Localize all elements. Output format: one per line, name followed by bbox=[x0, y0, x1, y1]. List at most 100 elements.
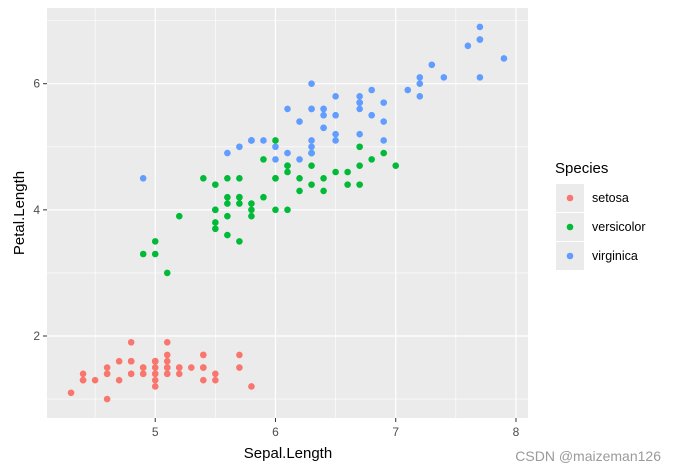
data-point-virginica bbox=[272, 156, 279, 163]
data-point-versicolor bbox=[139, 250, 147, 258]
y-tick-labels: 2 4 6 bbox=[33, 77, 40, 343]
data-point-setosa bbox=[67, 389, 75, 397]
data-point-virginica bbox=[368, 86, 375, 94]
data-point-virginica bbox=[332, 93, 339, 100]
data-point-virginica bbox=[404, 86, 412, 94]
data-point-versicolor bbox=[163, 269, 171, 277]
data-point-setosa bbox=[127, 357, 135, 365]
data-point-virginica bbox=[308, 137, 315, 144]
data-point-virginica bbox=[476, 23, 484, 31]
data-point-versicolor bbox=[272, 206, 279, 214]
data-point-versicolor bbox=[224, 212, 231, 220]
data-point-versicolor bbox=[320, 187, 327, 195]
data-point-virginica bbox=[356, 99, 363, 106]
data-point-versicolor bbox=[296, 187, 303, 195]
y-axis-title: Petal.Length bbox=[11, 171, 28, 255]
axis-ticks bbox=[43, 83, 517, 422]
data-point-setosa bbox=[127, 339, 135, 346]
data-point-virginica bbox=[320, 111, 327, 119]
data-point-setosa bbox=[212, 370, 219, 378]
data-point-virginica bbox=[368, 111, 375, 119]
data-point-versicolor bbox=[260, 193, 267, 201]
data-point-virginica bbox=[356, 130, 363, 138]
data-point-virginica bbox=[380, 99, 388, 106]
data-point-virginica bbox=[320, 124, 327, 132]
data-point-versicolor bbox=[380, 149, 388, 157]
data-point-versicolor bbox=[175, 212, 183, 220]
data-point-virginica bbox=[356, 93, 363, 100]
data-point-versicolor bbox=[368, 156, 375, 163]
data-point-versicolor bbox=[284, 162, 291, 169]
data-point-virginica bbox=[139, 175, 147, 182]
data-point-versicolor bbox=[296, 175, 303, 182]
data-point-versicolor bbox=[236, 193, 243, 201]
data-point-versicolor bbox=[356, 181, 363, 188]
data-point-setosa bbox=[139, 370, 147, 378]
data-point-setosa bbox=[248, 383, 255, 390]
x-tick-label: 7 bbox=[392, 425, 399, 439]
data-point-versicolor bbox=[272, 137, 279, 144]
data-point-versicolor bbox=[200, 175, 207, 182]
data-point-virginica bbox=[440, 74, 448, 81]
data-point-setosa bbox=[151, 376, 159, 384]
data-point-virginica bbox=[380, 137, 388, 144]
data-point-setosa bbox=[151, 364, 159, 371]
data-point-virginica bbox=[332, 137, 339, 144]
legend: Species setosa versicolor virginica bbox=[555, 160, 646, 270]
data-point-setosa bbox=[212, 376, 219, 384]
data-point-virginica bbox=[284, 149, 291, 157]
data-point-versicolor bbox=[272, 175, 279, 182]
data-point-versicolor bbox=[344, 181, 351, 188]
data-point-versicolor bbox=[248, 200, 255, 207]
data-point-virginica bbox=[308, 143, 315, 151]
data-point-versicolor bbox=[356, 162, 363, 169]
legend-dot-versicolor bbox=[566, 223, 574, 231]
data-point-virginica bbox=[500, 55, 508, 62]
data-point-versicolor bbox=[308, 162, 315, 169]
data-point-versicolor bbox=[151, 238, 159, 245]
data-point-setosa bbox=[103, 370, 111, 378]
data-point-versicolor bbox=[212, 219, 219, 226]
x-axis-title: Sepal.Length bbox=[244, 445, 332, 462]
data-point-versicolor bbox=[224, 175, 231, 182]
data-point-setosa bbox=[127, 370, 135, 378]
data-point-setosa bbox=[200, 364, 207, 371]
y-tick-label: 4 bbox=[33, 203, 40, 217]
data-point-virginica bbox=[260, 137, 267, 144]
legend-title: Species bbox=[555, 160, 608, 177]
data-point-versicolor bbox=[236, 238, 243, 245]
x-tick-label: 8 bbox=[513, 425, 520, 439]
data-point-setosa bbox=[236, 364, 243, 371]
data-point-virginica bbox=[476, 74, 484, 81]
data-points bbox=[67, 23, 508, 403]
y-tick-label: 2 bbox=[33, 329, 40, 343]
data-point-virginica bbox=[332, 111, 339, 119]
data-point-setosa bbox=[103, 395, 111, 403]
data-point-virginica bbox=[380, 118, 388, 125]
data-point-setosa bbox=[163, 339, 171, 346]
data-point-virginica bbox=[296, 156, 303, 163]
data-point-versicolor bbox=[224, 231, 231, 239]
data-point-versicolor bbox=[332, 168, 339, 176]
data-point-setosa bbox=[91, 376, 99, 384]
data-point-versicolor bbox=[224, 200, 231, 207]
data-point-setosa bbox=[200, 376, 207, 384]
data-point-virginica bbox=[296, 118, 303, 125]
data-point-setosa bbox=[236, 351, 243, 359]
legend-dot-virginica bbox=[566, 252, 574, 260]
data-point-versicolor bbox=[212, 206, 219, 214]
data-point-setosa bbox=[163, 351, 171, 359]
legend-label-virginica: virginica bbox=[592, 249, 638, 263]
data-point-setosa bbox=[103, 364, 111, 371]
data-point-versicolor bbox=[236, 200, 243, 207]
data-point-virginica bbox=[308, 149, 315, 157]
data-point-versicolor bbox=[320, 175, 327, 182]
data-point-virginica bbox=[224, 149, 231, 157]
legend-dot-setosa bbox=[566, 194, 574, 202]
data-point-versicolor bbox=[344, 168, 351, 176]
data-point-versicolor bbox=[284, 168, 291, 176]
data-point-versicolor bbox=[248, 212, 255, 220]
x-tick-label: 5 bbox=[152, 425, 159, 439]
data-point-setosa bbox=[115, 357, 123, 365]
